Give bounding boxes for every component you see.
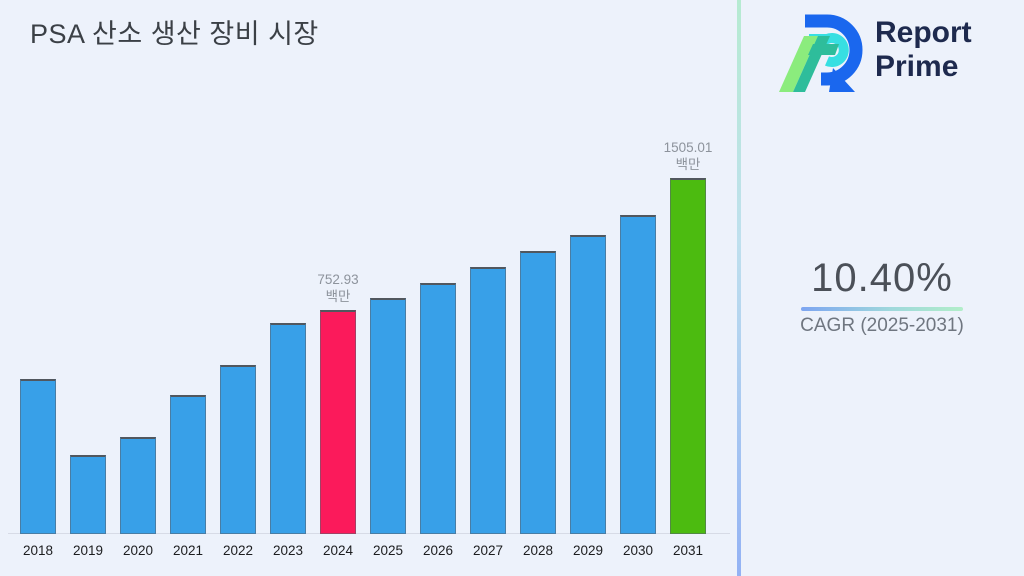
bar-2031[interactable] xyxy=(670,178,706,534)
bar-column-2030: 2030 xyxy=(620,215,656,558)
brand-logo: Report Prime xyxy=(779,8,972,92)
bar-column-2020: 2020 xyxy=(120,437,156,558)
bar-2022[interactable] xyxy=(220,365,256,534)
cagr-block: 10.40% CAGR (2025-2031) xyxy=(768,256,996,337)
bar-2028[interactable] xyxy=(520,251,556,534)
brand-name-line2: Prime xyxy=(875,50,959,83)
page-title: PSA 산소 생산 장비 시장 xyxy=(30,19,319,49)
x-tick-2031: 2031 xyxy=(672,543,704,558)
cagr-label: CAGR (2025-2031) xyxy=(800,315,964,336)
bar-column-2018: 2018 xyxy=(20,379,56,558)
bar-column-2028: 2028 xyxy=(520,251,556,558)
x-tick-2023: 2023 xyxy=(272,543,304,558)
x-tick-2029: 2029 xyxy=(572,543,604,558)
bar-column-2024: 752.93 백만 2024 xyxy=(317,272,358,558)
x-tick-2018: 2018 xyxy=(22,543,54,558)
x-tick-2020: 2020 xyxy=(122,543,154,558)
bar-column-2023: 2023 xyxy=(270,323,306,558)
bar-2026[interactable] xyxy=(420,283,456,534)
vertical-divider xyxy=(737,0,741,576)
bar-2030[interactable] xyxy=(620,215,656,534)
x-tick-2019: 2019 xyxy=(72,543,104,558)
bar-2019[interactable] xyxy=(70,455,106,534)
bar-column-2031: 1505.01 백만 2031 xyxy=(664,140,713,558)
bar-2018[interactable] xyxy=(20,379,56,534)
report-prime-logo-icon xyxy=(779,14,863,92)
brand-name: Report Prime xyxy=(875,16,972,83)
brand-name-line1: Report xyxy=(875,16,972,50)
bar-value-label-2024: 752.93 백만 xyxy=(317,272,359,305)
bar-value-label-2031: 1505.01 백만 xyxy=(663,140,713,173)
bar-chart: 2018 2019 2020 2021 2022 2023 752.93 백만 2024 202… xyxy=(8,140,730,558)
bar-column-2025: 2025 xyxy=(370,298,406,558)
bar-column-2026: 2026 xyxy=(420,283,456,558)
bar-column-2022: 2022 xyxy=(220,365,256,558)
x-tick-2021: 2021 xyxy=(172,543,204,558)
x-tick-2028: 2028 xyxy=(522,543,554,558)
bar-2020[interactable] xyxy=(120,437,156,534)
bar-2025[interactable] xyxy=(370,298,406,534)
bar-2023[interactable] xyxy=(270,323,306,534)
cagr-value: 10.40% xyxy=(811,256,953,300)
bar-2021[interactable] xyxy=(170,395,206,534)
x-tick-2022: 2022 xyxy=(222,543,254,558)
x-tick-2024: 2024 xyxy=(322,543,354,558)
bar-2029[interactable] xyxy=(570,235,606,534)
x-tick-2027: 2027 xyxy=(472,543,504,558)
x-tick-2025: 2025 xyxy=(372,543,404,558)
x-tick-2026: 2026 xyxy=(422,543,454,558)
bar-column-2019: 2019 xyxy=(70,455,106,558)
bar-column-2027: 2027 xyxy=(470,267,506,558)
bar-column-2021: 2021 xyxy=(170,395,206,558)
bar-2027[interactable] xyxy=(470,267,506,534)
x-tick-2030: 2030 xyxy=(622,543,654,558)
bar-column-2029: 2029 xyxy=(570,235,606,558)
bars-container: 2018 2019 2020 2021 2022 2023 752.93 백만 2024 202… xyxy=(20,140,713,558)
x-axis-line xyxy=(8,533,730,534)
bar-2024[interactable] xyxy=(320,310,356,534)
cagr-underline xyxy=(801,307,963,311)
